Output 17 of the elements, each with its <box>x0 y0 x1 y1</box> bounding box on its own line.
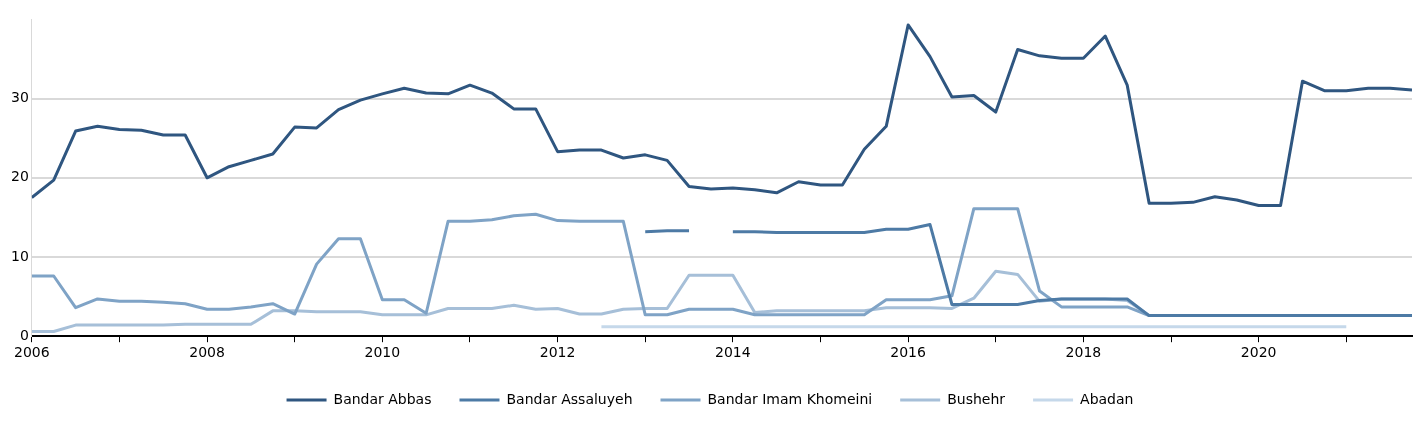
y-tick-label: 20 <box>10 168 29 185</box>
x-tick-label: 2016 <box>890 344 927 361</box>
x-tick-label: 2010 <box>364 344 401 361</box>
x-tick-label: 2008 <box>189 344 225 361</box>
x-tick-label: 2012 <box>539 344 576 361</box>
y-tick-label: 0 <box>19 326 29 343</box>
y-tick-label: 10 <box>10 247 29 264</box>
legend-label: Bandar Assaluyeh <box>506 390 633 407</box>
x-tick-label: 2018 <box>1065 344 1102 361</box>
legend-label: Abadan <box>1080 390 1134 407</box>
y-tick-label: 30 <box>10 89 29 106</box>
x-tick-label: 2006 <box>13 344 50 361</box>
legend-label: Bandar Imam Khomeini <box>707 390 873 407</box>
x-tick-label: 2014 <box>715 344 751 361</box>
x-tick-label: 2020 <box>1240 344 1277 361</box>
legend-label: Bushehr <box>947 390 1006 407</box>
legend-label: Bandar Abbas <box>333 390 432 407</box>
